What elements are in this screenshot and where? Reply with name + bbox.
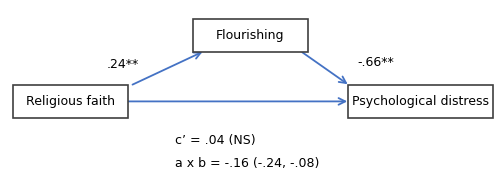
Text: -.66**: -.66** [358, 56, 394, 69]
FancyBboxPatch shape [12, 85, 128, 118]
FancyBboxPatch shape [192, 19, 308, 52]
Text: Psychological distress: Psychological distress [352, 95, 488, 108]
Text: Flourishing: Flourishing [216, 29, 284, 42]
FancyBboxPatch shape [348, 85, 492, 118]
Text: c’ = .04 (NS): c’ = .04 (NS) [175, 134, 256, 147]
Text: .24**: .24** [106, 58, 138, 71]
Text: Religious faith: Religious faith [26, 95, 115, 108]
Text: a x b = -.16 (-.24, -.08): a x b = -.16 (-.24, -.08) [175, 157, 320, 170]
